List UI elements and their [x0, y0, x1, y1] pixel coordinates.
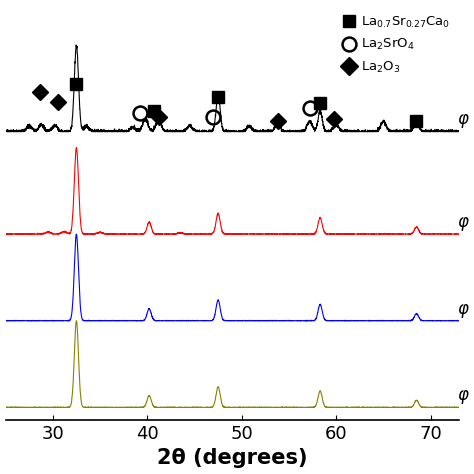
Legend: La$_{0.7}$Sr$_{0.27}$Ca$_0$, La$_2$SrO$_4$, La$_2$O$_3$: La$_{0.7}$Sr$_{0.27}$Ca$_0$, La$_2$SrO$_…: [343, 12, 452, 77]
Text: φ: φ: [457, 110, 468, 128]
Text: φ: φ: [457, 300, 468, 318]
Text: φ: φ: [457, 386, 468, 404]
Text: φ: φ: [457, 213, 468, 231]
X-axis label: 2θ (degrees): 2θ (degrees): [157, 448, 308, 468]
